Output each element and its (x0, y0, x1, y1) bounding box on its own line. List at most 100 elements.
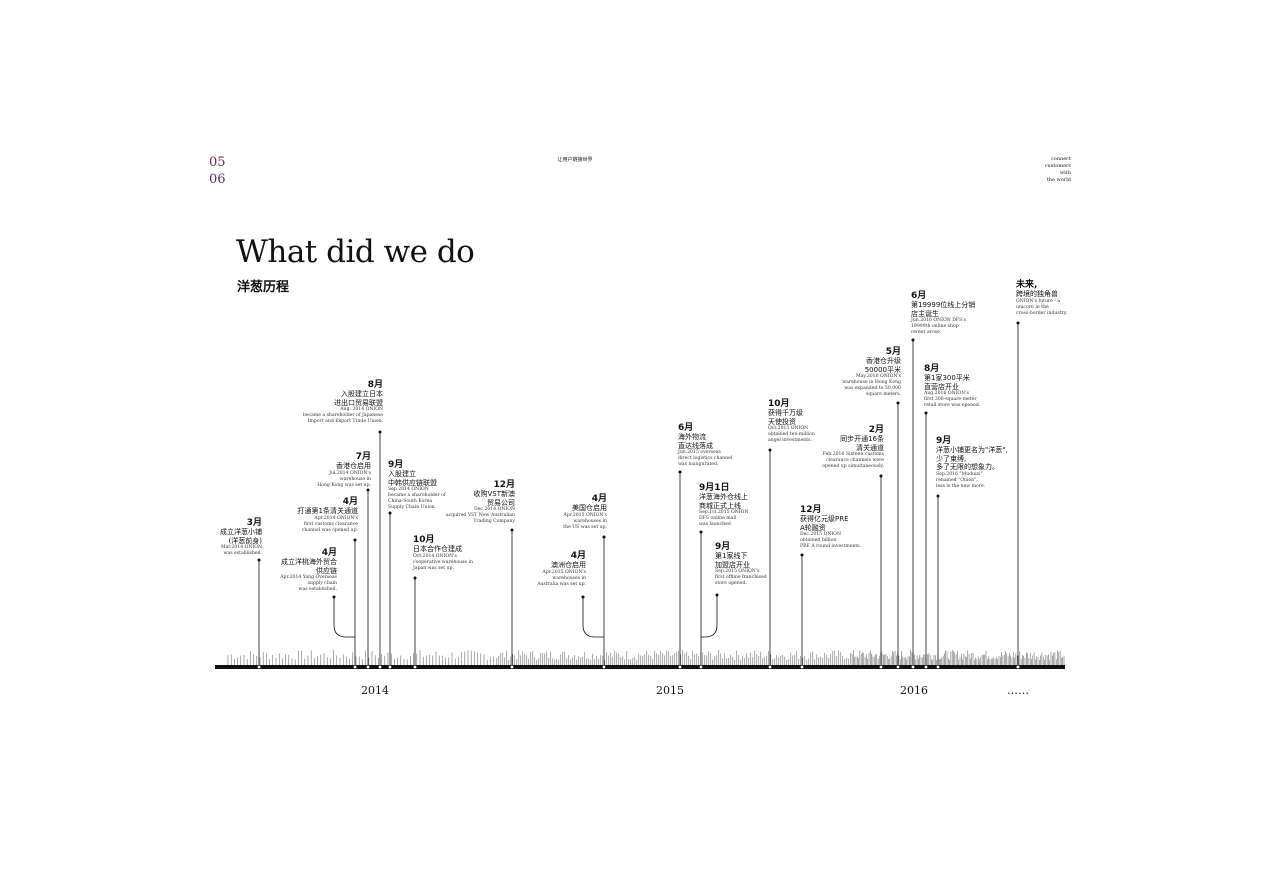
event-connector (701, 595, 718, 638)
axis-dot (1016, 665, 1020, 669)
event-desc: Sep.1st.2015 ONION (699, 510, 749, 515)
event-desc: Jun.2015 overseas (678, 450, 721, 455)
event-desc: Apr.2015 ONION's (563, 512, 607, 518)
event-month: 9月 (388, 460, 404, 470)
event-desc: first 300-square-meter (924, 397, 977, 402)
event-desc: Sep.2014 ONION (388, 487, 429, 492)
event-month: 未来, (1016, 280, 1038, 290)
event-title: 天使投资 (768, 417, 796, 426)
event-connector (333, 597, 355, 638)
event: 9月 入股建立 中韩供应链联盟 Sep.2014 ONION became a shar… (388, 460, 446, 511)
event-title: (洋葱前身) (228, 536, 262, 545)
event-title: 香港仓升级 (866, 357, 901, 365)
event-desc: clearance channels were (826, 458, 884, 463)
event-desc: Apr.2015 ONION's (542, 569, 586, 575)
event-desc: was launched (699, 522, 731, 527)
event: 3月 成立洋葱小铺 (洋葱前身) Mar.2014 ONION was establis… (220, 518, 262, 557)
event-desc: Aug. 2014 ONION (340, 407, 383, 412)
event-desc: ONION's future - a (1016, 298, 1061, 304)
header-center: 让用户链接世界 (557, 157, 593, 163)
page-number: 06 (209, 172, 226, 187)
event-desc: Trading Company (473, 519, 515, 524)
year-label: 2015 (656, 684, 684, 697)
axis-dot (413, 665, 417, 669)
event: 4月 美国仓启用 Apr.2015 ONION's warehouses in the … (563, 494, 607, 531)
event-desc: became a shareholder of (388, 493, 446, 498)
event-desc: China-South Korea (388, 499, 433, 504)
event-title: 澳洲仓启用 (551, 561, 586, 569)
event-connector (582, 597, 604, 638)
event: 7月 香港仓启用 Jul.2014 ONION's warehouse in Hong … (317, 452, 371, 489)
axis-dot (602, 665, 606, 669)
axis-dot (366, 665, 370, 669)
event-desc: Feb.2016 Sixteen customs (822, 452, 884, 457)
event: 8月 入股建立日本 进出口贸易联盟 Aug. 2014 ONION became a s… (303, 380, 383, 425)
event-desc: Aug.2016 ONION's (924, 391, 969, 396)
event-dot (366, 488, 370, 492)
axis-dot (257, 665, 261, 669)
event-title: 洋葱海外仓线上 (699, 493, 748, 501)
event-month: 2月 (868, 425, 884, 435)
subtitle: 洋葱历程 (237, 280, 290, 295)
event-desc: was established. (223, 551, 262, 556)
event-desc: supply chain (307, 581, 337, 586)
event-dot (510, 528, 514, 532)
event-month: 10月 (413, 535, 435, 545)
event: 4月 澳洲仓启用 Apr.2015 ONION's warehouses in Aust… (537, 551, 586, 588)
event-title: 获得亿元级PRE (800, 515, 849, 523)
header-right-line: with (1059, 170, 1071, 176)
event-month: 4月 (321, 548, 337, 558)
event-desc: store opened. (715, 581, 747, 586)
event-desc: Dec.2015 ONION (800, 532, 841, 537)
axis-dot (879, 665, 883, 669)
event-month: 4月 (570, 551, 586, 561)
event-dot (800, 553, 804, 557)
event-dot (936, 494, 940, 498)
event-title: 加盟店开业 (715, 560, 750, 569)
event-dot (924, 411, 928, 415)
event-desc: 19999th online shop (911, 324, 959, 329)
event: 4月 成立洋桃海外贸合 供应链 Apr.2014 Yang Overseas suppl… (280, 548, 337, 593)
event-desc: retail store was opened. (924, 403, 981, 408)
event-desc: warehouses in (573, 518, 607, 524)
event-desc: warehouse in (339, 476, 371, 482)
event-desc: Mar.2014 ONION (220, 545, 262, 550)
year-label: 2014 (361, 684, 389, 697)
axis-dot (388, 665, 392, 669)
event: 12月 收购VST新澳 贸易公司 Dec.2014 ONION acquired VST… (446, 480, 515, 525)
event-title: 50000平米 (864, 365, 901, 374)
event-title: 第19999位线上分销 (911, 301, 976, 309)
event-desc: Hong Kong was set up. (317, 482, 371, 488)
axis-dot (699, 665, 703, 669)
event-title: 少了束缚, (936, 454, 967, 463)
axis-dot (936, 665, 940, 669)
event: 未来, 跨境的独角兽 ONION's future - a unicorn in th… (1016, 280, 1067, 317)
event-title: 香港仓启用 (336, 462, 371, 470)
event-desc: Apr.2014 ONION's (314, 515, 358, 521)
event-title: 第1家300平米 (924, 374, 970, 382)
event-title: 贸易公司 (487, 498, 515, 507)
event-month: 6月 (678, 423, 694, 433)
event-desc: Apr.2014 Yang Overseas (280, 575, 337, 580)
event-title: 美国仓启用 (572, 504, 607, 512)
event-title: 成立洋葱小铺 (220, 528, 262, 536)
event-month: 9月 (936, 436, 952, 446)
event-dot (879, 474, 883, 478)
axis-dot (800, 665, 804, 669)
event-title: 打通第1条清关通道 (297, 507, 358, 515)
event: 8月 第1家300平米 直营店开业 Aug.2016 ONION's first 300… (924, 364, 980, 409)
event-title: 日本合作仓建成 (413, 545, 462, 553)
event-title: 多了无限的想象力。 (936, 463, 999, 471)
header-right: connect customers with the world (1045, 156, 1071, 184)
event-dot (911, 338, 915, 342)
event-desc: warehouse in Hong Kong (842, 380, 901, 385)
event-desc: first offline franchised (715, 575, 767, 580)
event-desc: square meters. (865, 392, 901, 397)
event-desc: DFS online mall (699, 516, 737, 521)
event: 2月 同步开通16条 清关通道 Feb.2016 Sixteen customs cle… (822, 425, 884, 470)
axis-line (215, 665, 1065, 669)
axis-dot (510, 665, 514, 669)
event-desc: Jul.2014 ONION's (329, 470, 371, 476)
event-desc: was expanded to 50,000 (844, 386, 901, 391)
axis-dot (896, 665, 900, 669)
